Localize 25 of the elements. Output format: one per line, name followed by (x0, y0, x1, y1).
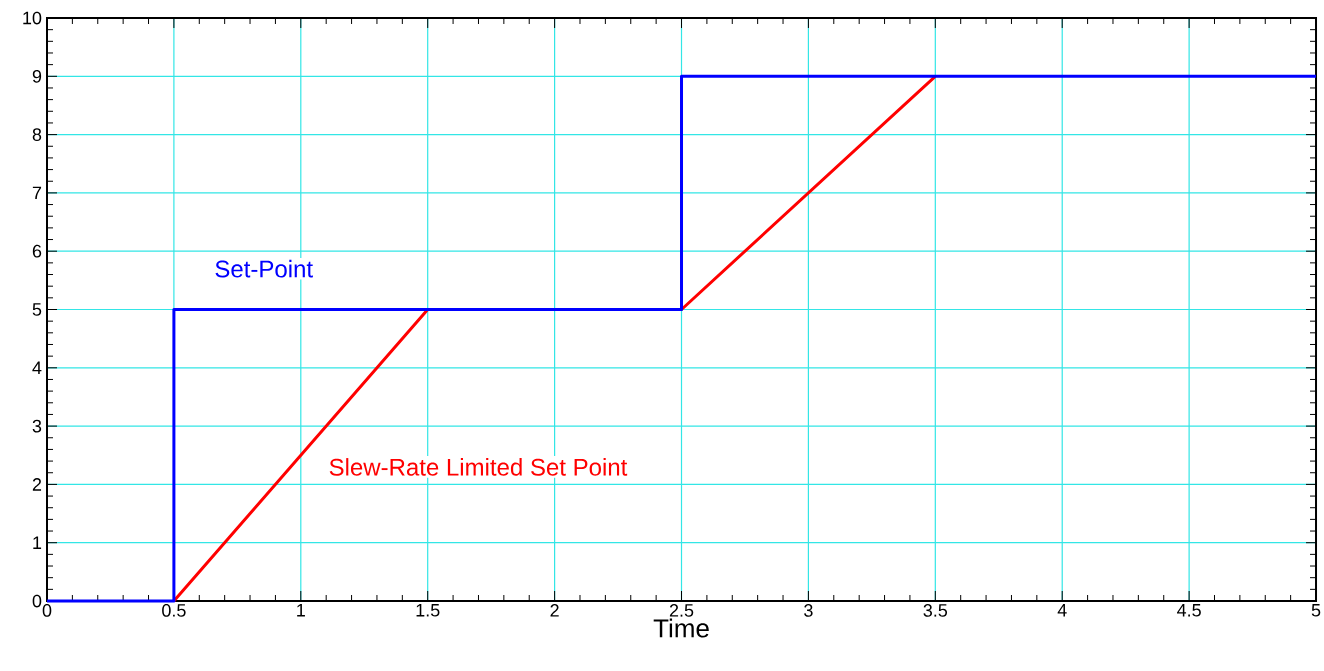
x-tick-label: 3.5 (923, 604, 948, 617)
y-tick-label: 9 (32, 69, 42, 83)
y-tick-label: 0 (32, 594, 42, 608)
y-tick-label: 1 (33, 536, 42, 549)
x-tick-label: 1 (297, 604, 305, 617)
x-tick-label: 0 (42, 604, 52, 617)
x-tick-label: 2.5 (669, 604, 694, 617)
x-tick-label: 3 (804, 604, 813, 617)
y-tick-label: 10 (23, 11, 42, 25)
x-tick-label: 0.5 (162, 604, 186, 617)
y-tick-label: 4 (32, 361, 42, 374)
y-tick-label: 7 (32, 186, 42, 200)
y-tick-label: 2 (32, 478, 42, 491)
x-tick-label: 4.5 (1177, 604, 1201, 617)
y-tick-label: 8 (32, 128, 42, 141)
y-tick-label: 3 (32, 419, 42, 433)
x-tick-label: 2 (550, 604, 559, 617)
x-tick-label: 5 (1311, 604, 1321, 617)
x-axis-title: Time (653, 618, 709, 638)
x-tick-label: 4 (1057, 604, 1067, 617)
y-tick-label: 6 (32, 244, 42, 258)
series-label: Set-Point (215, 259, 313, 278)
series-label: Slew-Rate Limited Set Point (329, 458, 628, 476)
x-tick-label: 1.5 (416, 604, 440, 617)
y-tick-label: 5 (32, 303, 42, 316)
